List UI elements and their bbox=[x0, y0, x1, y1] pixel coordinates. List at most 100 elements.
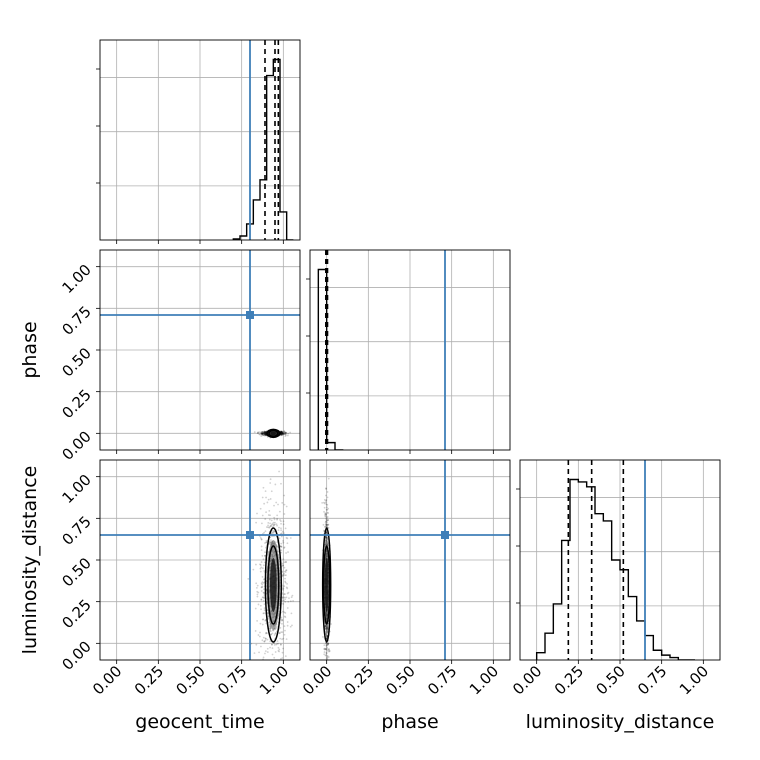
x-tick-label: 1.00 bbox=[256, 662, 292, 698]
sample-point bbox=[265, 496, 267, 499]
density-peak bbox=[270, 558, 277, 612]
sample-point bbox=[278, 632, 281, 634]
sample-point bbox=[325, 538, 328, 540]
sample-point bbox=[265, 632, 267, 635]
sample-point bbox=[270, 519, 273, 522]
sample-point bbox=[285, 561, 287, 564]
sample-point bbox=[262, 591, 265, 594]
sample-point bbox=[283, 546, 286, 549]
sample-point bbox=[283, 561, 286, 564]
sample-point bbox=[268, 526, 271, 529]
sample-point bbox=[326, 630, 329, 633]
sample-point bbox=[327, 477, 330, 480]
sample-point bbox=[327, 507, 330, 510]
sample-point bbox=[279, 626, 282, 629]
sample-point bbox=[280, 432, 283, 435]
sample-point bbox=[255, 586, 258, 589]
sample-point bbox=[287, 432, 290, 435]
sample-point bbox=[278, 650, 280, 653]
sample-point bbox=[263, 640, 266, 643]
sample-point bbox=[324, 501, 327, 504]
sample-point bbox=[269, 628, 272, 631]
sample-point bbox=[264, 432, 267, 434]
sample-point bbox=[261, 618, 264, 621]
sample-point bbox=[282, 520, 285, 523]
sample-point bbox=[263, 430, 266, 433]
sample-point bbox=[276, 642, 279, 645]
sample-point bbox=[325, 508, 328, 511]
sample-point bbox=[254, 607, 257, 610]
sample-point bbox=[269, 482, 272, 484]
sample-point bbox=[266, 665, 268, 667]
sample-point bbox=[279, 519, 281, 521]
sample-point bbox=[258, 651, 260, 654]
x-tick-label: 0.00 bbox=[89, 662, 125, 698]
sample-point bbox=[281, 432, 284, 435]
sample-point bbox=[281, 431, 283, 434]
sample-point bbox=[260, 433, 263, 436]
sample-point bbox=[282, 558, 285, 561]
y-tick-label: 0.25 bbox=[58, 596, 94, 632]
sample-point bbox=[264, 433, 267, 436]
sample-point bbox=[284, 432, 287, 435]
panel-geocent_time bbox=[96, 39, 301, 244]
sample-point bbox=[325, 536, 328, 539]
sample-point bbox=[280, 551, 283, 554]
sample-point bbox=[280, 482, 282, 485]
sample-point bbox=[286, 587, 289, 590]
sample-point bbox=[282, 433, 285, 435]
sample-point bbox=[265, 541, 268, 544]
sample-point bbox=[326, 538, 329, 541]
sample-point bbox=[326, 506, 328, 509]
sample-point bbox=[267, 524, 269, 527]
sample-point bbox=[326, 655, 329, 657]
y-tick-label: 0.75 bbox=[58, 302, 94, 338]
sample-point bbox=[280, 432, 283, 435]
sample-point bbox=[256, 432, 259, 434]
sample-point bbox=[278, 632, 281, 635]
sample-point bbox=[286, 621, 289, 623]
sample-point bbox=[282, 574, 284, 576]
sample-point bbox=[325, 488, 327, 490]
sample-point bbox=[326, 636, 328, 639]
sample-point bbox=[264, 652, 266, 655]
sample-point bbox=[264, 433, 267, 436]
y-tick-label: 0.00 bbox=[58, 637, 94, 673]
sample-point bbox=[274, 632, 277, 634]
sample-point bbox=[326, 644, 329, 646]
y-tick-label: 1.00 bbox=[58, 471, 94, 507]
sample-point bbox=[284, 527, 287, 530]
sample-point bbox=[259, 433, 262, 436]
sample-point bbox=[263, 597, 266, 600]
y-tick-label: 0.50 bbox=[58, 554, 94, 590]
sample-point bbox=[266, 638, 269, 641]
sample-point bbox=[284, 433, 287, 436]
sample-point bbox=[323, 647, 326, 650]
sample-point bbox=[263, 502, 266, 505]
sample-point bbox=[325, 630, 328, 633]
sample-point bbox=[280, 433, 283, 436]
sample-point bbox=[330, 623, 332, 625]
sample-point bbox=[324, 648, 327, 650]
sample-point bbox=[282, 610, 284, 613]
sample-point bbox=[282, 564, 284, 567]
sample-point bbox=[263, 432, 265, 434]
sample-point bbox=[264, 434, 267, 436]
sample-point bbox=[281, 432, 284, 435]
sample-point bbox=[261, 432, 264, 435]
sample-point bbox=[280, 520, 282, 523]
sample-point bbox=[271, 632, 274, 635]
sample-point bbox=[285, 432, 287, 435]
sample-point bbox=[274, 632, 277, 635]
sample-point bbox=[262, 433, 265, 436]
sample-point bbox=[280, 430, 283, 433]
sample-point bbox=[282, 432, 285, 435]
sample-point bbox=[264, 490, 267, 493]
sample-point bbox=[269, 522, 271, 525]
sample-point bbox=[280, 616, 283, 619]
sample-point bbox=[281, 597, 284, 599]
sample-point bbox=[278, 526, 280, 529]
sample-point bbox=[326, 521, 328, 524]
sample-point bbox=[281, 433, 284, 435]
x-tick-label: 0.00 bbox=[509, 662, 545, 698]
